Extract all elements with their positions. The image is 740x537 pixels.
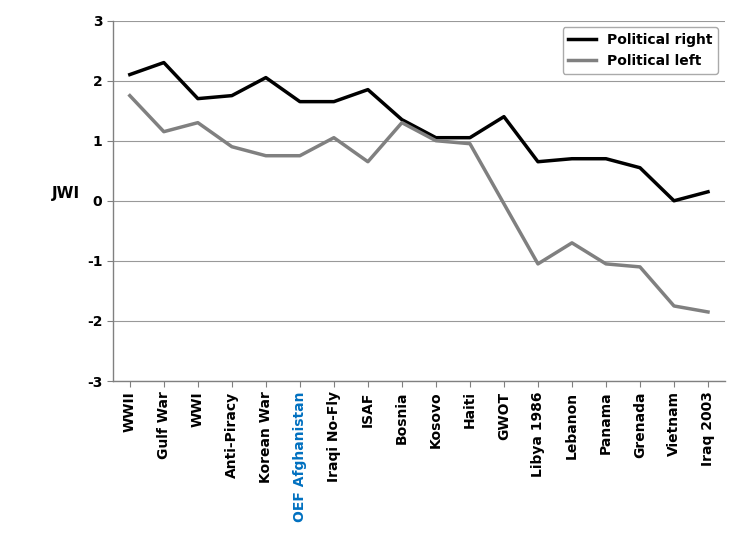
Political right — [602, 156, 610, 162]
Political left — [159, 128, 168, 135]
Political right — [261, 74, 270, 81]
Political left — [363, 158, 372, 165]
Political right — [704, 188, 713, 195]
Line: Political left: Political left — [130, 96, 708, 312]
Political left — [431, 137, 440, 144]
Political right — [227, 92, 236, 99]
Political right — [125, 71, 134, 78]
Political right — [329, 98, 338, 105]
Political left — [500, 201, 508, 207]
Political left — [568, 240, 576, 246]
Political right — [295, 98, 304, 105]
Political right — [568, 156, 576, 162]
Line: Political right: Political right — [130, 63, 708, 201]
Political left — [125, 92, 134, 99]
Political left — [397, 119, 406, 126]
Political left — [534, 260, 542, 267]
Political left — [602, 260, 610, 267]
Political right — [670, 198, 679, 204]
Political right — [363, 86, 372, 93]
Political right — [465, 134, 474, 141]
Political left — [193, 119, 202, 126]
Political right — [159, 60, 168, 66]
Political right — [431, 134, 440, 141]
Political left — [227, 143, 236, 150]
Political right — [397, 117, 406, 123]
Political left — [329, 134, 338, 141]
Political right — [193, 96, 202, 102]
Y-axis label: JWI: JWI — [52, 186, 80, 201]
Political left — [636, 264, 645, 270]
Political right — [500, 113, 508, 120]
Legend: Political right, Political left: Political right, Political left — [562, 27, 718, 74]
Political left — [670, 303, 679, 309]
Political left — [704, 309, 713, 315]
Political left — [261, 153, 270, 159]
Political right — [636, 164, 645, 171]
Political left — [465, 141, 474, 147]
Political left — [295, 153, 304, 159]
Political right — [534, 158, 542, 165]
